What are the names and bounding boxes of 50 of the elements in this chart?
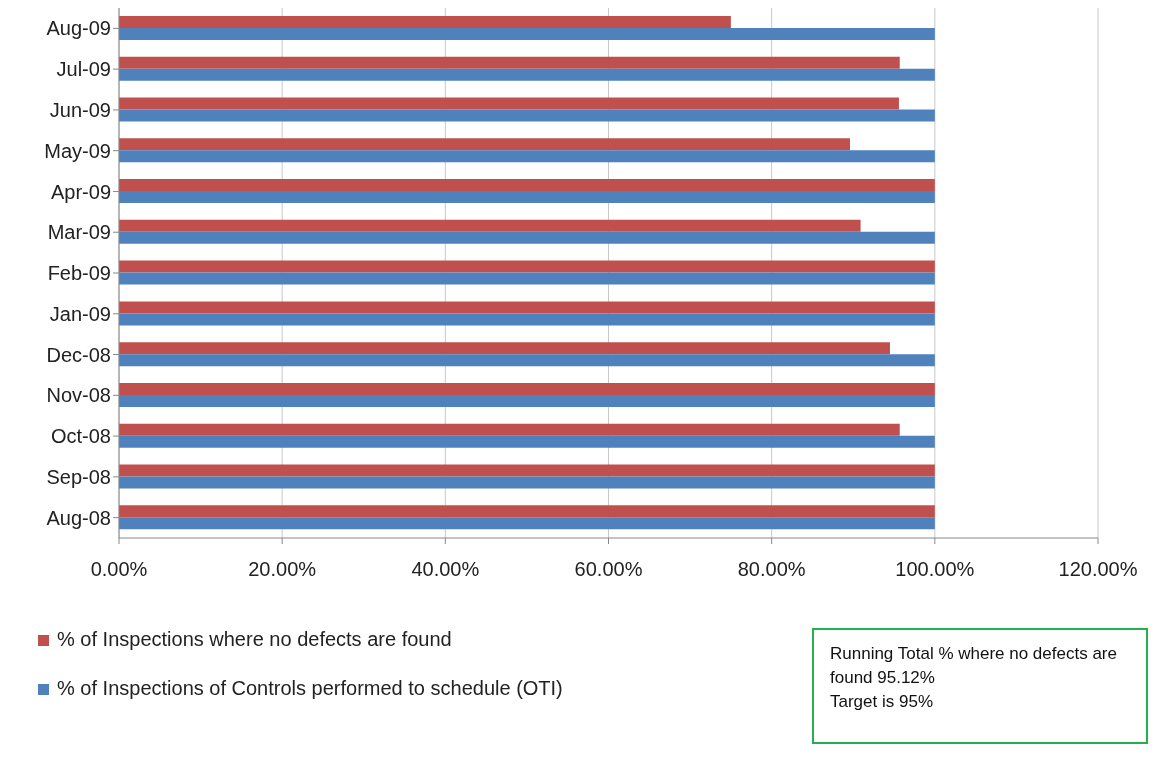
bar	[119, 16, 731, 28]
text: Target is 95%	[830, 690, 934, 713]
bar	[119, 138, 850, 151]
x-tick-label: 100.00%	[895, 558, 975, 581]
bar	[119, 476, 935, 489]
bar	[119, 28, 935, 40]
bar	[119, 191, 935, 204]
y-tick-label: Aug-08	[46, 506, 111, 529]
bar	[119, 150, 935, 163]
bar	[119, 517, 935, 530]
bar	[119, 109, 935, 122]
y-tick-label: Nov-08	[46, 384, 111, 407]
bar	[119, 272, 935, 285]
bar	[119, 68, 935, 81]
y-tick-label: Dec-08	[46, 343, 111, 366]
bar	[119, 56, 900, 69]
bar	[119, 301, 935, 314]
bar	[119, 394, 935, 407]
y-tick-label: Jan-09	[49, 302, 111, 325]
text: Running Total % where no defects are found 95.12%	[830, 643, 1118, 689]
bar	[119, 342, 890, 355]
x-tick-label: 80.00%	[737, 558, 806, 581]
legend-label: % of Inspections of Controls performed to schedule (OTI)	[57, 677, 563, 700]
bar	[119, 435, 935, 448]
bar	[119, 382, 935, 395]
y-tick-label: Oct-08	[50, 425, 111, 448]
x-tick-label: 20.00%	[248, 558, 317, 581]
bar	[119, 231, 935, 244]
y-tick-label: Feb-09	[47, 262, 111, 285]
bar	[119, 219, 861, 232]
bar	[119, 354, 935, 367]
y-tick-label: Apr-09	[50, 180, 111, 203]
bar	[119, 505, 935, 518]
bar	[119, 464, 935, 477]
y-tick-label: Mar-09	[47, 221, 111, 244]
y-tick-label: Jul-09	[56, 58, 111, 81]
y-tick-label: May-09	[44, 139, 111, 162]
x-tick-label: 120.00%	[1058, 558, 1138, 581]
y-tick-label: Sep-08	[46, 465, 111, 488]
bar	[119, 423, 900, 436]
x-tick-label: 60.00%	[574, 558, 643, 581]
y-tick-label: Jun-09	[49, 99, 111, 122]
bar	[119, 260, 935, 273]
x-tick-label: 40.00%	[411, 558, 480, 581]
x-tick-label: 0.00%	[90, 558, 148, 581]
bar	[119, 179, 935, 192]
y-tick-label: Aug-09	[46, 17, 111, 40]
legend-label: % of Inspections where no defects are found	[57, 628, 452, 651]
bar	[119, 313, 935, 326]
bar	[119, 97, 899, 110]
